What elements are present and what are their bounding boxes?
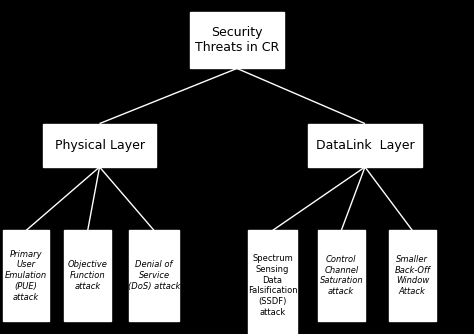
Text: Security
Threats in CR: Security Threats in CR bbox=[195, 26, 279, 54]
FancyBboxPatch shape bbox=[308, 124, 422, 167]
Text: Objective
Function
attack: Objective Function attack bbox=[68, 260, 108, 291]
FancyBboxPatch shape bbox=[389, 230, 436, 321]
Text: Physical Layer: Physical Layer bbox=[55, 139, 145, 152]
FancyBboxPatch shape bbox=[3, 230, 49, 321]
Text: Control
Channel
Saturation
attack: Control Channel Saturation attack bbox=[319, 255, 363, 296]
FancyBboxPatch shape bbox=[190, 12, 284, 68]
FancyBboxPatch shape bbox=[43, 124, 156, 167]
FancyBboxPatch shape bbox=[64, 230, 111, 321]
FancyBboxPatch shape bbox=[129, 230, 179, 321]
Text: DataLink  Layer: DataLink Layer bbox=[316, 139, 414, 152]
Text: Smaller
Back-Off
Window
Attack: Smaller Back-Off Window Attack bbox=[394, 255, 430, 296]
Text: Spectrum
Sensing
Data
Falsification
(SSDF)
attack: Spectrum Sensing Data Falsification (SSD… bbox=[248, 254, 297, 317]
FancyBboxPatch shape bbox=[318, 230, 365, 321]
Text: Primary
User
Emulation
(PUE)
attack: Primary User Emulation (PUE) attack bbox=[5, 249, 47, 302]
FancyBboxPatch shape bbox=[247, 230, 298, 334]
Text: Denial of
Service
(DoS) attack: Denial of Service (DoS) attack bbox=[128, 260, 180, 291]
